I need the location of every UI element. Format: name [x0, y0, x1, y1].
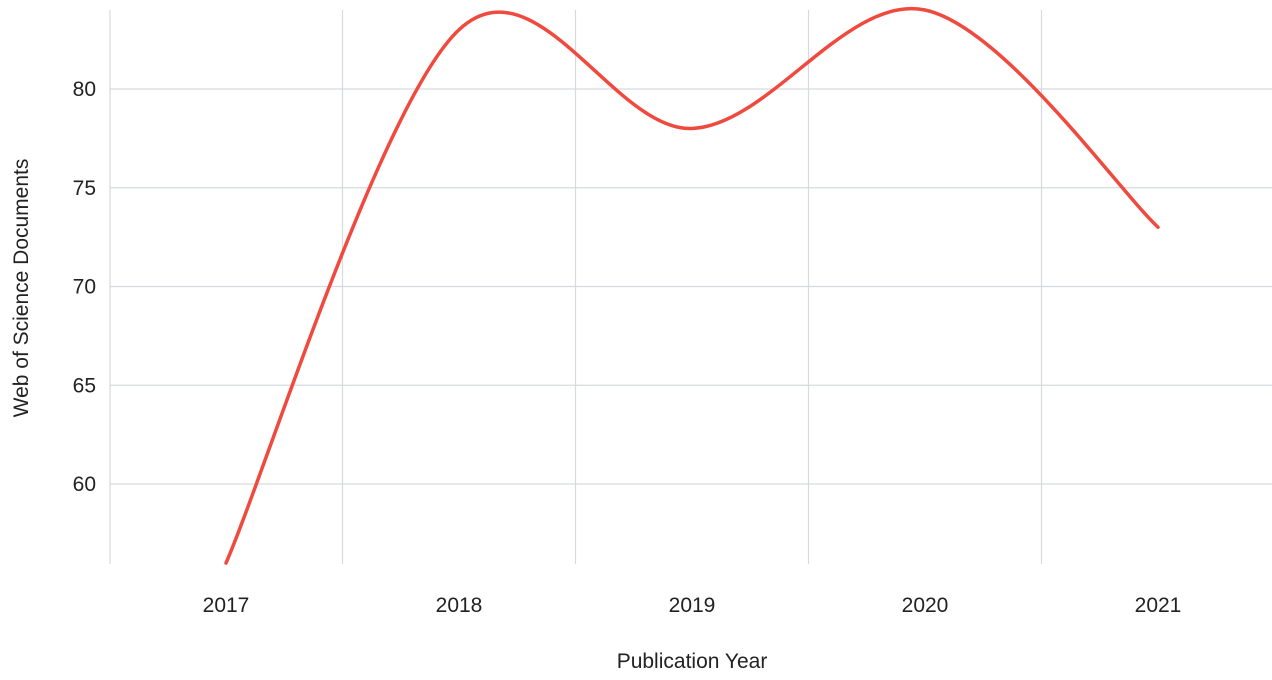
- series-layer: [224, 6, 1160, 565]
- y-tick-label: 70: [73, 276, 96, 299]
- grid: [109, 10, 1272, 564]
- y-tick-label: 60: [73, 473, 96, 496]
- x-tick-label: 2019: [669, 594, 716, 617]
- series-line: [224, 6, 1160, 565]
- x-tick-label: 2018: [436, 594, 483, 617]
- tick-labels: 60 65 70 75 80 2017 2018 2019 2020 2021: [73, 78, 1182, 617]
- x-axis-title: Publication Year: [617, 650, 768, 673]
- y-tick-label: 80: [73, 78, 96, 101]
- x-tick-label: 2017: [203, 594, 250, 617]
- y-axis-title: Web of Science Documents: [10, 159, 33, 418]
- y-tick-label: 75: [73, 177, 96, 200]
- x-tick-label: 2020: [902, 594, 949, 617]
- y-tick-label: 65: [73, 374, 96, 397]
- x-tick-label: 2021: [1135, 594, 1182, 617]
